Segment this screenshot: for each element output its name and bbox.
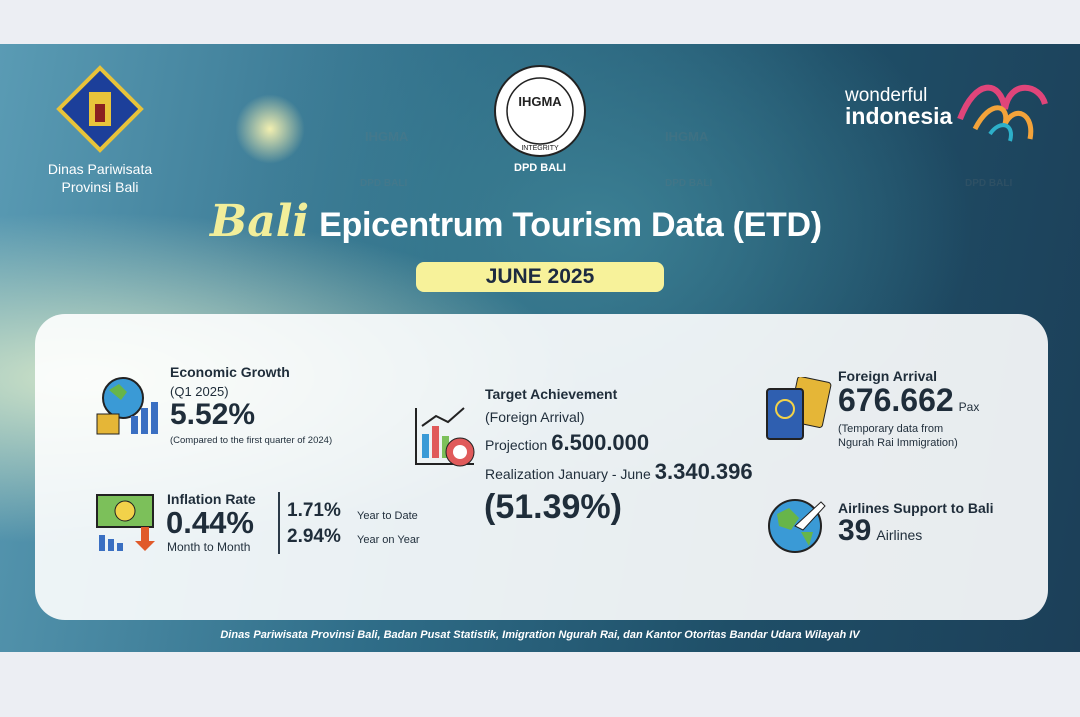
growth-icon (96, 377, 158, 435)
watermark: DPD BALI (965, 178, 1013, 189)
value: 5.52% (170, 398, 256, 431)
unit: Pax (958, 400, 980, 414)
realization-row: Realization January - June 3.340.396 (485, 459, 753, 485)
infographic: Dinas Pariwisata Provinsi Bali IHGMA INT… (0, 44, 1080, 652)
caption: Year on Year (357, 534, 420, 546)
percent: (51.39%) (484, 488, 622, 526)
ytd: 1.71% (287, 500, 341, 521)
realization-label: Realization January - June (485, 466, 651, 482)
note: (Compared to the first quarter of 2024) (170, 435, 333, 446)
inflation-icon (96, 494, 155, 551)
wi-swirl (957, 84, 1048, 142)
watermark: IHGMA (365, 129, 409, 144)
period: (Q1 2025) (170, 384, 229, 399)
badge-text: IHGMA (518, 94, 562, 109)
caption: Year to Date (357, 510, 418, 522)
source: Dinas Pariwisata Provinsi Bali, Badan Pu… (220, 629, 860, 641)
title-script: Bali (210, 196, 310, 247)
label: Foreign Arrival (838, 368, 938, 384)
value: 676.662 (838, 382, 954, 418)
note: (Temporary data from Ngurah Rai Immigrat… (838, 422, 958, 450)
divider (278, 492, 280, 554)
projection-label: Projection (485, 437, 548, 453)
logo-text: Dinas Pariwisata (47, 161, 153, 177)
note-line: Ngurah Rai Immigration) (838, 437, 958, 449)
target-icon (415, 407, 475, 467)
value: 0.44% (166, 505, 254, 540)
unit: Airlines (876, 527, 923, 543)
label: Economic Growth (170, 364, 290, 380)
logo-text: wonderful (845, 85, 928, 106)
ihgma-logo: IHGMA INTEGRITY (494, 65, 586, 157)
label: Target Achievement (485, 386, 618, 402)
bali-emblem (56, 65, 144, 153)
label: Airlines Support to Bali (838, 500, 994, 516)
airlines-row: 39 Airlines (838, 514, 922, 548)
period-pill: JUNE 2025 (416, 262, 664, 292)
logo-text: Provinsi Bali (61, 179, 139, 195)
arrival-row: 676.662 Pax (838, 382, 979, 419)
value: 39 (838, 514, 872, 547)
watermark: DPD BALI (360, 178, 408, 189)
glow (235, 94, 305, 164)
sub: (Foreign Arrival) (485, 409, 585, 425)
panel (35, 314, 1048, 620)
badge-motto: INTEGRITY (521, 145, 559, 152)
title-main: Epicentrum Tourism Data (ETD) (319, 206, 822, 244)
watermark: DPD BALI (665, 178, 713, 189)
passport-icon (766, 377, 832, 440)
watermark: IHGMA (665, 129, 709, 144)
logo-text: indonesia (845, 103, 953, 129)
center-caption: DPD BALI (514, 162, 566, 174)
caption: Month to Month (167, 540, 251, 554)
label: Inflation Rate (167, 491, 256, 507)
projection-row: Projection 6.500.000 (485, 430, 649, 456)
realization: 3.340.396 (654, 459, 753, 484)
wonderful-indonesia: wonderful indonesia (845, 85, 953, 129)
left-logo-caption: Dinas Pariwisata Provinsi Bali (20, 160, 180, 196)
globe-icon (768, 499, 826, 553)
projection: 6.500.000 (551, 430, 650, 455)
yoy: 2.94% (287, 526, 341, 547)
title: Bali Epicentrum Tourism Data (ETD) (210, 196, 822, 247)
note-line: (Temporary data from (838, 423, 944, 435)
